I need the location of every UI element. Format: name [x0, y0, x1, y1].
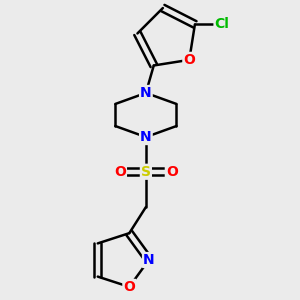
Text: S: S: [141, 165, 151, 179]
Text: N: N: [143, 253, 154, 267]
Text: O: O: [183, 53, 195, 67]
Text: Cl: Cl: [214, 17, 230, 31]
Text: N: N: [140, 86, 152, 100]
Text: O: O: [166, 165, 178, 179]
Text: O: O: [123, 280, 135, 294]
Text: O: O: [114, 165, 126, 179]
Text: N: N: [140, 130, 152, 144]
